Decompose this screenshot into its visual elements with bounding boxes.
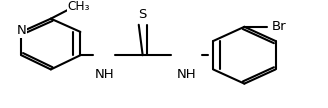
Text: S: S bbox=[138, 8, 147, 21]
Text: CH₃: CH₃ bbox=[68, 0, 90, 13]
Text: NH: NH bbox=[177, 68, 197, 81]
Text: Br: Br bbox=[272, 20, 287, 33]
Text: N: N bbox=[16, 24, 26, 37]
Text: NH: NH bbox=[95, 68, 115, 81]
